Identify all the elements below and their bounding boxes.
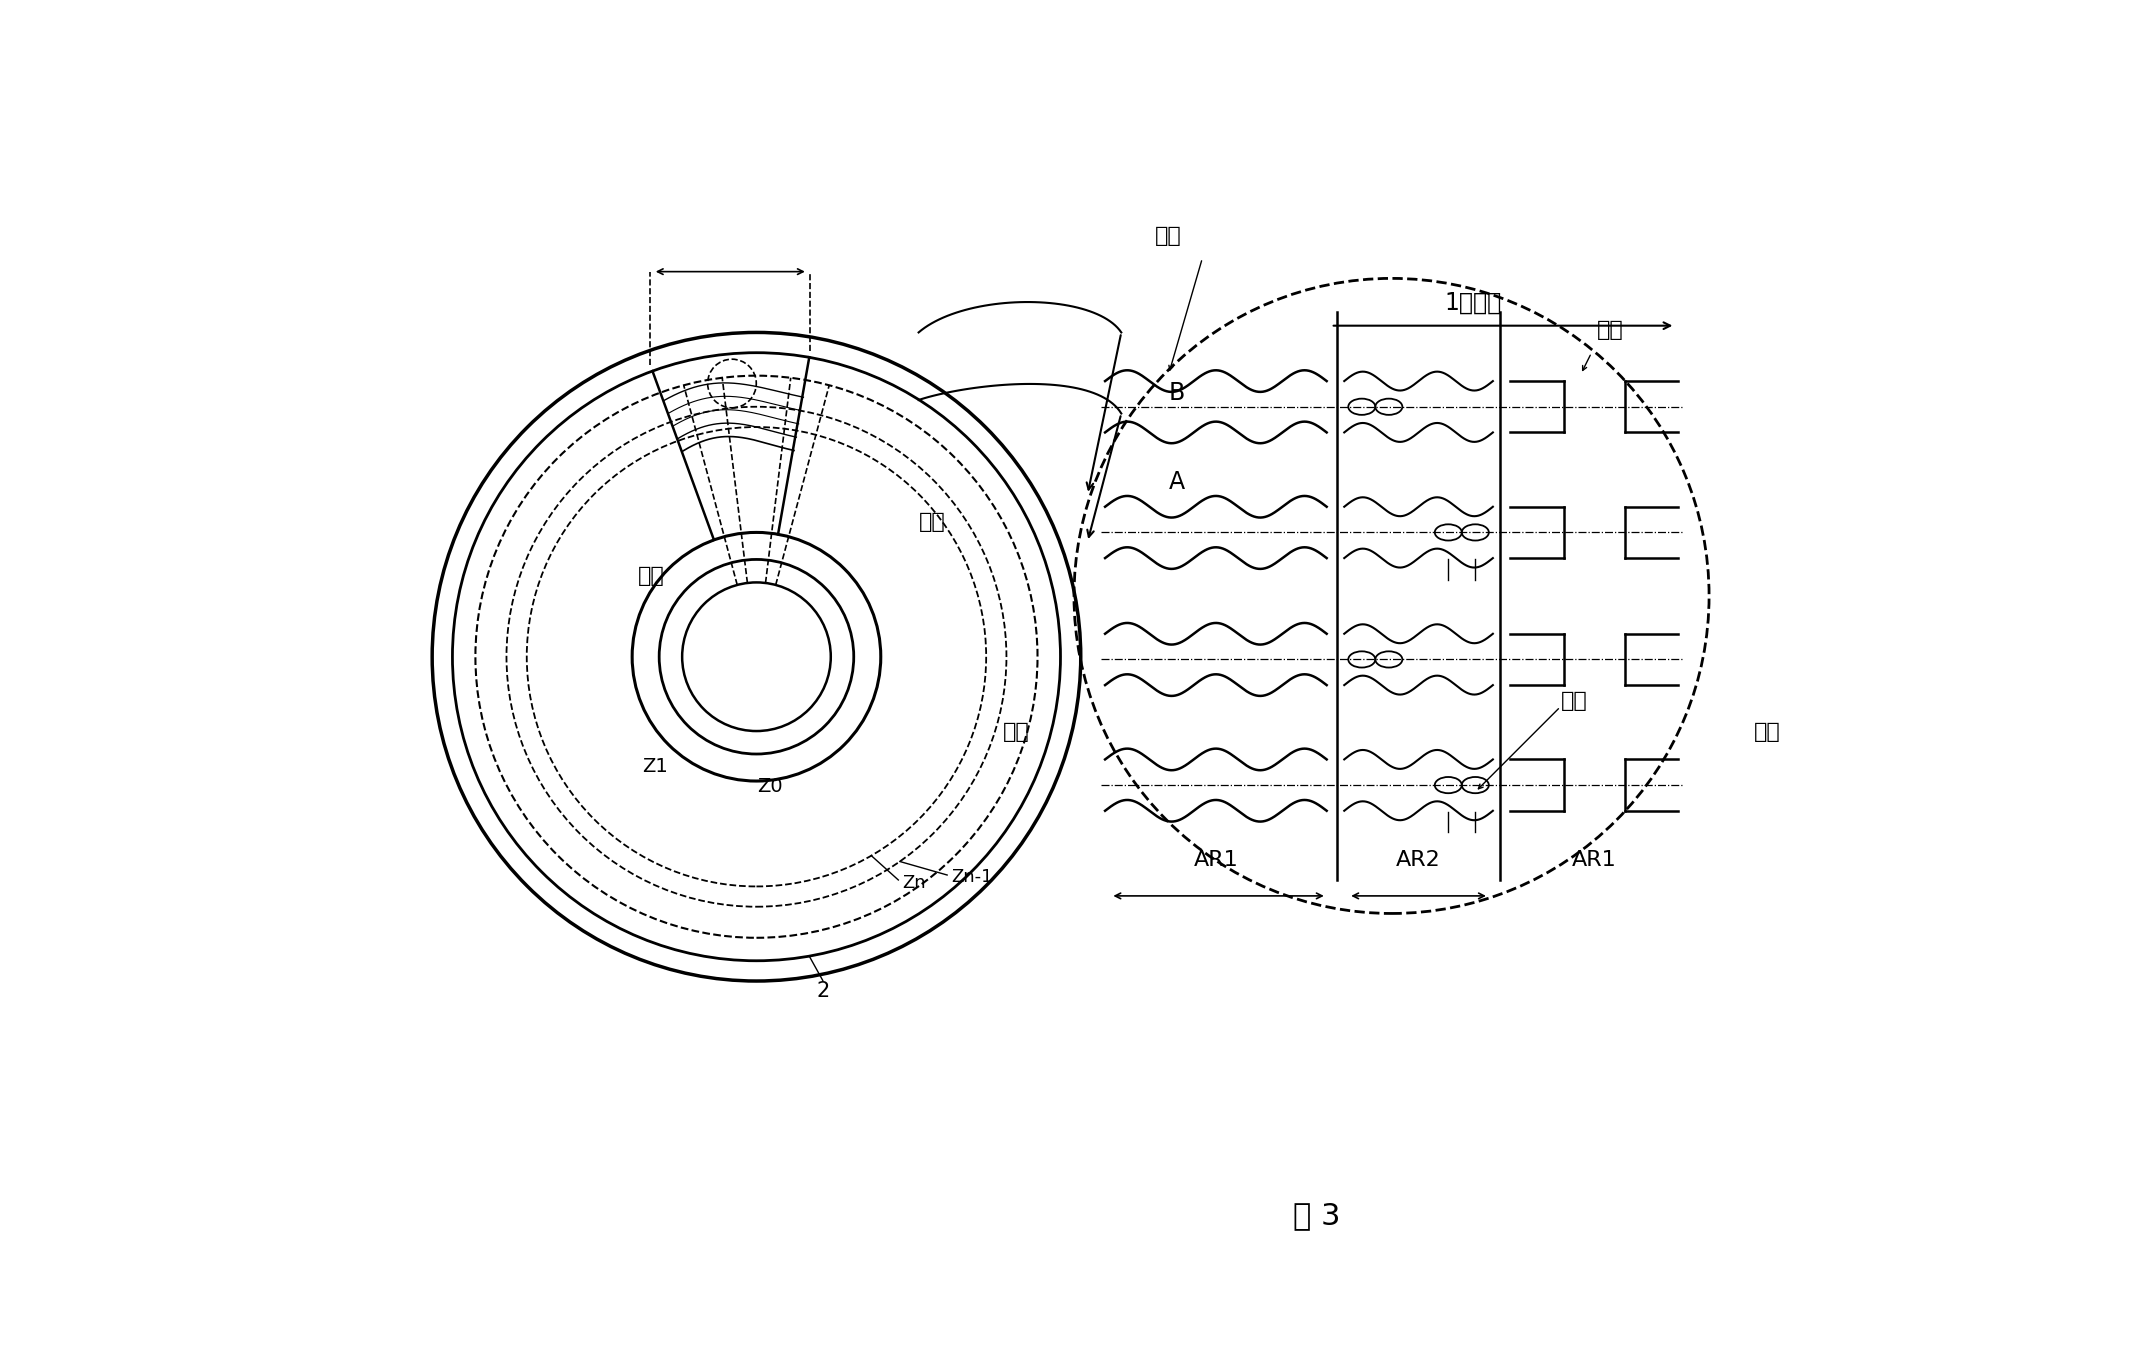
Text: B: B [1169, 380, 1186, 405]
Text: AR1: AR1 [1572, 850, 1617, 871]
Text: 2: 2 [816, 980, 829, 1001]
Text: 图 3: 图 3 [1293, 1201, 1340, 1231]
Text: 沟槽: 沟槽 [1003, 722, 1029, 742]
Text: Z1: Z1 [642, 757, 668, 776]
Text: Zn: Zn [902, 875, 926, 892]
Text: 槽脊: 槽脊 [1598, 321, 1624, 340]
Text: A: A [1169, 470, 1186, 493]
Text: 扇区: 扇区 [638, 566, 664, 586]
Text: AR2: AR2 [1396, 850, 1441, 871]
Text: 扇区: 扇区 [919, 512, 945, 532]
Text: 槽脊: 槽脊 [1156, 226, 1181, 246]
Text: 凹坑: 凹坑 [1562, 691, 1587, 711]
Text: AR1: AR1 [1194, 850, 1237, 871]
Text: 1个扇区: 1个扇区 [1443, 291, 1501, 315]
Text: Z0: Z0 [756, 777, 782, 796]
Text: 沟槽: 沟槽 [1753, 722, 1781, 742]
Text: Zn-1: Zn-1 [952, 868, 992, 886]
